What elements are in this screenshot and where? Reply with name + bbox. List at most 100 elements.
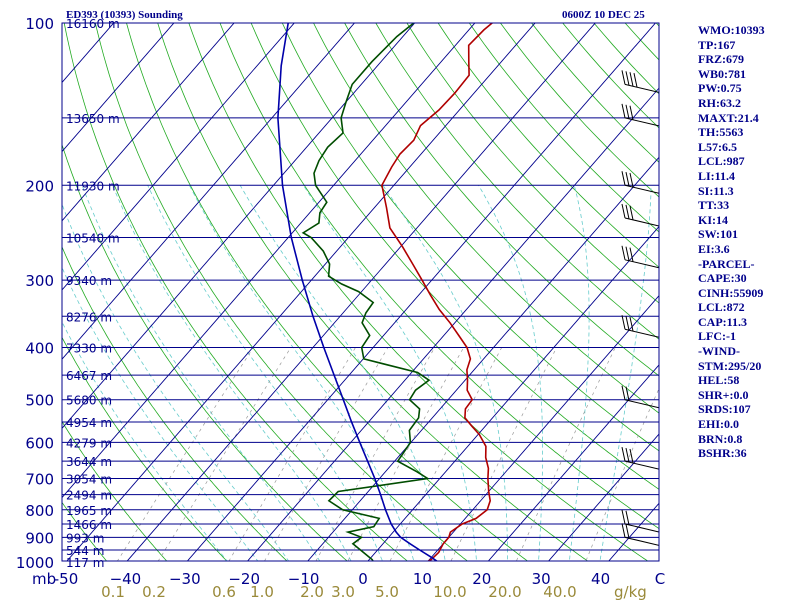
index-row: HEL:58 (698, 373, 740, 388)
mixing-ratio-tick-label: 1.0 (250, 583, 274, 600)
moist-adiabat-line (568, 185, 590, 561)
temperature-tick-label: −10 (288, 570, 320, 588)
index-row: WMO:10393 (698, 23, 765, 37)
index-row: BSHR:36 (698, 446, 747, 461)
temperature-tick-label: −30 (169, 570, 201, 588)
pressure-tick-label: 900 (25, 529, 54, 547)
index-row: EHI:0.0 (698, 417, 740, 432)
pressure-tick-label: 800 (25, 502, 54, 520)
mixing-ratio-tick-label: 0.1 (101, 583, 125, 600)
index-row: SHR+:0.0 (698, 387, 749, 402)
isotherm-line (62, 23, 295, 291)
pressure-tick-label: 1000 (16, 554, 54, 572)
height-label: 6467 m (66, 369, 112, 383)
temperature-tick-label: 20 (472, 570, 491, 588)
index-row: PW:0.75 (698, 81, 742, 96)
height-label: 4954 m (66, 416, 112, 430)
height-label: 11930 m (66, 179, 120, 193)
temperature-tick-label: 30 (532, 570, 551, 588)
pressure-tick-label: 300 (25, 272, 54, 290)
isotherm-line (62, 23, 356, 360)
index-row: SRDS:107 (698, 402, 751, 417)
mixing-ratio-line (516, 347, 616, 561)
height-label: 544 m (66, 544, 104, 558)
dry-adiabat-line (62, 336, 228, 561)
pressure-tick-label: 100 (25, 15, 54, 33)
height-label: 4279 m (66, 436, 112, 450)
dry-adiabat-line (406, 23, 659, 304)
mixing-ratio-line (585, 387, 659, 561)
isotherm-line (307, 156, 659, 561)
dry-adiabat-line (126, 23, 529, 561)
isotherm-line (548, 433, 659, 561)
moist-adiabat-line (81, 185, 321, 561)
temperature-tick-label: −40 (110, 570, 142, 588)
wind-barb (621, 523, 659, 546)
index-row: LCL:987 (698, 154, 745, 169)
index-row: SW:101 (698, 227, 739, 242)
mixing-ratio-tick-label: 0.2 (142, 583, 166, 600)
moist-adiabat-line (303, 185, 477, 561)
isotherm-line (0, 11, 64, 573)
dewpoint-trace (301, 23, 431, 561)
station-title: ED393 (10393) Sounding (66, 9, 183, 21)
index-row: STM:295/20 (698, 358, 762, 373)
wind-barb (621, 315, 659, 338)
dry-adiabat-line (62, 143, 348, 561)
wind-barb (621, 447, 659, 470)
index-row: LFC:-1 (698, 329, 736, 344)
index-row: L57:6.5 (698, 139, 737, 154)
height-label: 1965 m (66, 504, 112, 518)
moist-adiabat-line (239, 185, 446, 561)
pressure-tick-label: 200 (25, 177, 54, 195)
index-row: LCL:872 (698, 300, 745, 315)
time-label: 0600Z 10 DEC 25 (562, 9, 645, 21)
index-row: CINH:55909 (698, 285, 764, 300)
index-row: CAP:11.3 (698, 314, 747, 329)
isotherm-line (427, 295, 659, 561)
index-row: -WIND- (698, 344, 740, 359)
moist-adiabat-line (478, 185, 543, 561)
mixing-ratio-tick-label: 40.0 (543, 583, 576, 600)
moist-adiabat-line (62, 266, 259, 561)
mixing-ratio-tick-label: 20.0 (488, 583, 521, 600)
wind-barb (621, 103, 659, 127)
dry-adiabat-line (0, 11, 56, 573)
temperature-tick-label: −20 (228, 570, 260, 588)
index-row: WB0:781 (698, 66, 746, 81)
moist-adiabat-line (147, 185, 383, 561)
temperature-tick-label: 10 (413, 570, 432, 588)
index-row: CAPE:30 (698, 271, 747, 286)
wind-barb (621, 203, 659, 227)
index-row: TP:167 (698, 37, 736, 52)
dry-adiabat-line (62, 420, 168, 561)
height-label: 7330 m (66, 342, 112, 356)
parcel-trace (277, 23, 439, 561)
isotherm-line (487, 364, 659, 561)
dry-adiabat-line (437, 23, 659, 268)
moist-adiabat-line (189, 185, 415, 561)
mixing-ratio-line (117, 347, 254, 561)
dry-adiabat-line (375, 23, 659, 340)
index-row: MAXT:21.4 (698, 110, 759, 125)
mixing-ratio-unit-label: g/kg (614, 583, 647, 600)
dry-adiabat-line (250, 23, 659, 490)
temperature-tick-label: C (655, 570, 665, 588)
isotherm-line (126, 23, 596, 561)
index-row: FRZ:679 (698, 52, 744, 67)
pressure-tick-label: 400 (25, 340, 54, 358)
moist-adiabat-line (382, 185, 509, 561)
moist-adiabat-line (599, 185, 652, 561)
index-row: LI:11.4 (698, 168, 736, 183)
height-label: 117 m (66, 556, 104, 570)
height-label: 13650 m (66, 112, 120, 126)
dry-adiabat-line (62, 501, 108, 561)
index-row: TT:33 (698, 198, 730, 213)
mixing-ratio-line (347, 347, 464, 561)
pressure-tick-label: 500 (25, 392, 54, 410)
height-label: 9340 m (66, 274, 112, 288)
mixing-ratio-line (389, 347, 503, 561)
sounding-indices-panel: WMO:10393 TP:167 FRZ:679 WB0:781 PW:0.75 RH:6… (698, 23, 798, 461)
mixing-ratio-tick-label: 3.0 (331, 583, 355, 600)
mixing-ratio-line (450, 347, 557, 561)
